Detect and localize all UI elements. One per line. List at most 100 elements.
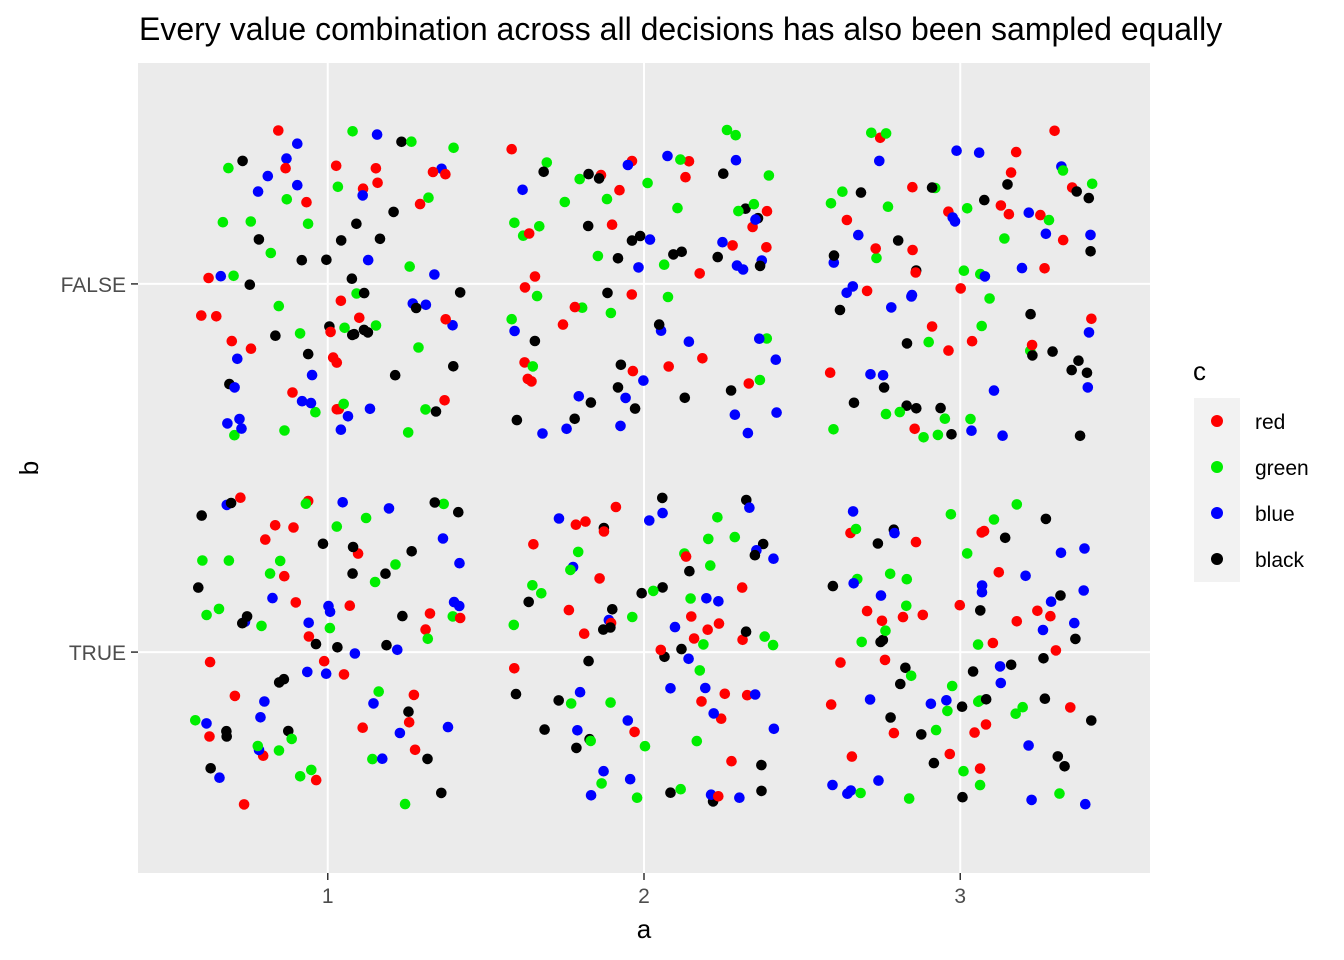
data-point-red [203,272,214,284]
data-point-green [274,555,286,567]
data-point-green [324,622,336,634]
data-point-blue [574,686,586,698]
data-point-black [523,596,534,608]
data-point-black [1074,430,1086,442]
data-point-red [694,268,705,279]
data-point-blue [1079,543,1090,554]
data-point-black [296,254,308,266]
data-point-black [317,538,329,550]
data-point-blue [392,644,403,656]
data-point-black [612,382,624,393]
data-point-black [679,392,691,404]
data-point-green [306,764,317,776]
data-point-black [380,568,391,579]
data-point-blue [754,333,765,345]
data-point-black [196,510,207,521]
data-point-red [318,655,330,667]
data-point-blue [1080,798,1091,810]
data-point-blue [509,325,520,337]
data-point-black [885,712,896,723]
data-point-red [761,242,772,253]
data-point-red [876,615,888,627]
data-point-red [907,181,918,193]
data-point-green [565,564,576,576]
data-point-black [221,725,232,737]
data-point-green [347,126,358,137]
data-point-black [749,549,761,561]
data-point-red [727,240,738,251]
data-point-blue [1055,547,1067,559]
y-tick-label: TRUE [69,642,126,665]
legend-key-red [1211,415,1223,427]
data-point-black [926,182,938,193]
data-point-green [901,600,912,612]
data-point-blue [1045,596,1057,607]
data-point-green [369,576,381,588]
data-point-blue [335,424,347,436]
data-point-green [351,288,362,299]
data-point-red [1011,616,1023,627]
data-point-black [510,688,522,700]
data-point-red [519,357,530,368]
data-point-black [1083,192,1095,204]
data-point-red [439,395,450,406]
data-point-black [967,666,979,677]
data-point-blue [306,369,318,381]
data-point-red [715,713,727,724]
data-point-black [347,541,359,553]
data-points [190,124,1098,810]
data-point-black [892,235,904,246]
legend-key-background [1194,398,1240,582]
legend-label-green: green [1255,457,1309,480]
data-point-red [980,719,992,730]
data-point-red [629,726,640,738]
data-point-red [841,214,853,226]
data-point-blue [966,425,977,437]
data-point-black [878,382,890,393]
data-point-red [680,171,691,183]
data-point-green [596,778,607,789]
data-point-black [511,414,523,426]
data-point-red [1032,605,1043,617]
data-point-green [712,512,723,523]
data-point-black [712,251,723,263]
data-point-blue [906,289,918,301]
data-point-blue [267,592,278,604]
data-point-green [413,342,424,353]
data-point-green [974,779,986,791]
data-point-black [605,622,616,633]
data-point-black [629,403,641,414]
data-point-black [1002,179,1013,190]
data-point-green [223,162,234,174]
data-point-green [281,194,293,205]
data-point-blue [1037,624,1049,636]
data-point-red [372,177,383,189]
data-point-red [506,143,517,155]
legend-key-blue [1211,507,1223,519]
data-point-red [627,365,639,377]
data-point-blue [768,553,779,564]
data-point-green [302,218,314,230]
data-point-green [245,216,257,227]
data-point-black [241,611,253,622]
data-point-red [1005,167,1017,178]
data-point-red [761,205,773,217]
data-point-blue [1083,327,1095,338]
data-point-green [627,611,638,623]
data-point-red [338,669,350,680]
data-point-red [578,628,590,639]
data-point-green [406,136,417,147]
data-point-green [509,217,520,229]
data-point-black [1085,246,1096,257]
data-point-red [403,717,415,728]
data-point-green [882,201,894,212]
data-point-green [605,307,617,319]
data-point-green [1086,178,1098,190]
data-point-green [527,580,538,591]
data-point-blue [229,382,240,393]
data-point-black [657,582,668,593]
data-point-green [703,533,714,545]
data-point-green [730,129,741,141]
data-point-red [993,567,1005,578]
